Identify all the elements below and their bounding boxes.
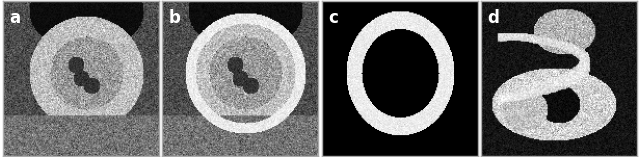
Text: d: d — [487, 8, 499, 27]
Text: b: b — [169, 8, 180, 27]
Text: a: a — [10, 8, 20, 27]
Text: c: c — [328, 8, 338, 27]
